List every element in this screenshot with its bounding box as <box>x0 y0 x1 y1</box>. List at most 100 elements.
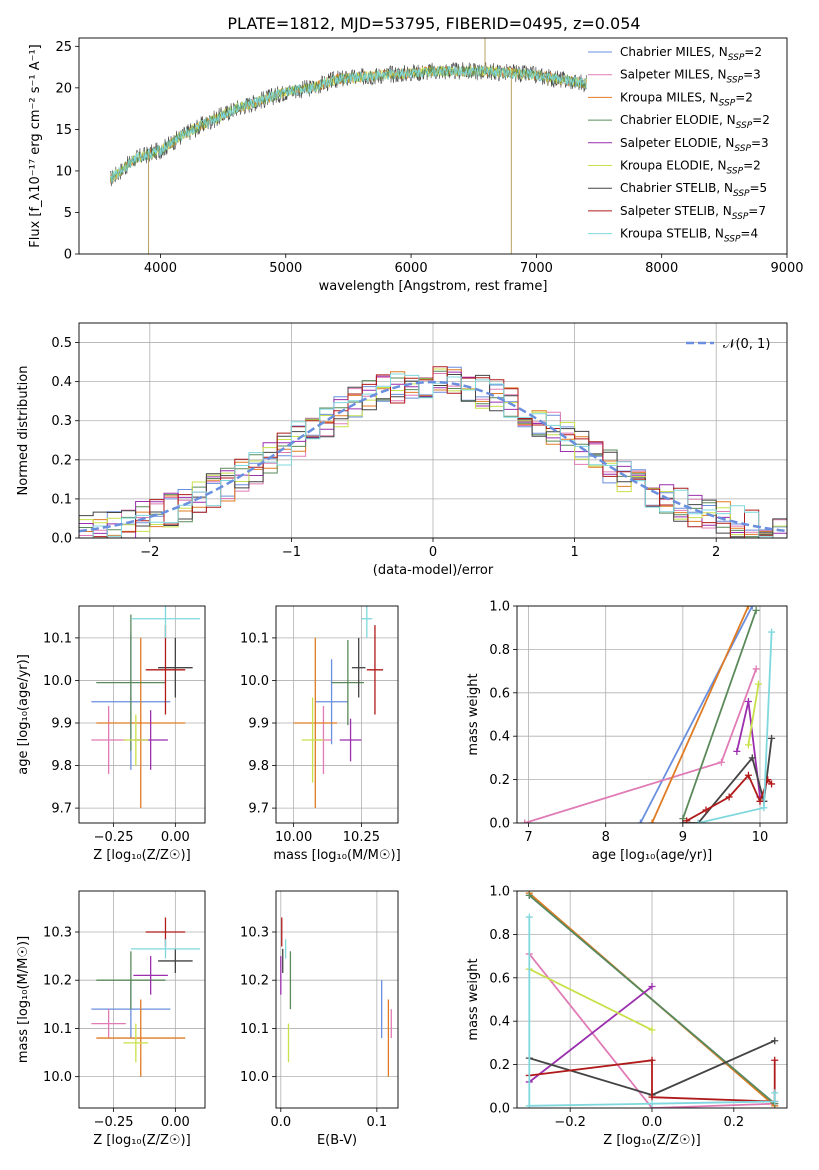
y-tick-label: 0.8 <box>489 643 510 658</box>
weight-marker <box>771 1097 779 1105</box>
axes-frame <box>78 605 206 824</box>
weight-marker <box>702 806 710 814</box>
legend-subscript: SSP <box>733 189 750 199</box>
y-tick-label: 0.6 <box>489 686 510 701</box>
spectrum-line <box>110 65 587 182</box>
weight-marker <box>694 819 702 823</box>
legend-entry: 𝒩(0, 1) <box>723 337 770 352</box>
x-tick-label: 10.00 <box>275 830 312 845</box>
weight-marker <box>760 804 768 812</box>
y-tick-label: 0.1 <box>51 492 72 507</box>
y-tick-label: 0.0 <box>489 1102 510 1117</box>
y-tick-label: 10.1 <box>43 631 72 646</box>
y-tick-label: 1.0 <box>489 600 510 615</box>
x-tick-label: 10 <box>752 830 769 845</box>
legend-subscript: SSP <box>727 167 744 177</box>
axes-frame <box>275 605 399 824</box>
x-axis-label: age [log₁₀(age/yr)] <box>592 848 713 863</box>
legend-nssp: =3 <box>743 68 761 82</box>
y-tick-label: 10.1 <box>240 1022 269 1037</box>
plot-area <box>110 38 587 254</box>
y-tick-label: 0.0 <box>489 817 510 832</box>
weight-marker <box>771 1056 779 1064</box>
legend-entry: Chabrier STELIB, NSSP=5 <box>620 181 767 199</box>
y-tick-label: 0.4 <box>489 730 510 745</box>
x-tick-label: 0.0 <box>270 1115 291 1130</box>
figure-title: PLATE=1812, MJD=53795, FIBERID=0495, z=0… <box>227 14 640 33</box>
weight-marker <box>744 697 752 705</box>
legend-subscript: SSP <box>719 98 736 108</box>
legend-nssp: =2 <box>743 159 761 173</box>
x-axis-label: Z [log₁₀(Z/Z☉)] <box>93 848 190 863</box>
normal-curve <box>79 380 787 533</box>
y-tick-label: 10.1 <box>43 1022 72 1037</box>
legend-entry: Chabrier MILES, NSSP=2 <box>620 45 762 63</box>
weight-marker <box>768 628 776 636</box>
x-tick-label: 2 <box>712 545 720 560</box>
age-vs-z-panel: −0.25 0.00 9.7 9.8 9.9 10.0 10.1 Z [log₁₀(Z/Z☉)… <box>16 605 206 863</box>
x-axis-label: (data-model)/error <box>373 563 494 578</box>
y-axis-label: Normed distribution <box>16 366 31 496</box>
weight-marker <box>525 913 533 921</box>
y-tick-label: 25 <box>55 40 72 55</box>
weight-marker <box>756 797 764 805</box>
plot-area <box>79 366 787 538</box>
x-tick-label: 0.00 <box>161 830 190 845</box>
legend-nssp: =7 <box>748 204 766 218</box>
legend-subscript: SSP <box>736 121 753 131</box>
y-tick-label: 10.2 <box>43 974 72 989</box>
weight-marker <box>648 982 656 990</box>
y-tick-label: 0.2 <box>51 453 72 468</box>
legend-entry: Kroupa MILES, NSSP=2 <box>620 90 753 108</box>
weight-marker <box>648 1056 656 1064</box>
legend-nssp: =5 <box>750 181 768 195</box>
age-vs-mass-panel: 10.00 10.25 9.7 9.8 9.9 10.0 10.1 mass [log₁₀(M… <box>240 605 401 863</box>
y-tick-label: 15 <box>55 123 72 138</box>
weight-marker <box>525 1102 533 1108</box>
plot-area <box>521 606 776 823</box>
histogram-step <box>79 366 787 538</box>
y-tick-label: 10.0 <box>43 1070 72 1085</box>
weight-marker <box>768 780 776 788</box>
weight-marker <box>771 1089 779 1097</box>
y-tick-label: 0.4 <box>51 375 72 390</box>
weight-marker <box>744 741 752 749</box>
weight-marker <box>752 606 760 614</box>
y-tick-label: 10.1 <box>240 631 269 646</box>
y-tick-label: 9.8 <box>51 759 72 774</box>
weight-marker <box>771 1037 779 1045</box>
y-axis-label: mass weight <box>466 958 481 1040</box>
weight-marker <box>636 819 644 823</box>
legend-subscript: SSP <box>732 212 749 222</box>
y-tick-label: 9.9 <box>51 717 72 732</box>
legend-entry: Salpeter STELIB, NSSP=7 <box>620 204 766 222</box>
y-tick-label: 0.6 <box>489 971 510 986</box>
weight-line <box>682 610 757 819</box>
x-tick-label: 7 <box>524 830 532 845</box>
y-tick-label: 20 <box>55 81 72 96</box>
y-tick-label: 5 <box>64 206 72 221</box>
y-tick-label: 0.5 <box>51 336 72 351</box>
y-tick-label: 9.9 <box>248 717 269 732</box>
x-tick-label: 8 <box>602 830 610 845</box>
weight-marker <box>648 1093 656 1101</box>
legend-entry: Salpeter MILES, NSSP=3 <box>620 68 761 86</box>
spectrum-line <box>110 65 587 184</box>
x-tick-label: 5000 <box>269 261 302 276</box>
plot-area <box>280 917 392 1077</box>
weight-line <box>528 953 775 1108</box>
spectrum-line <box>110 65 587 183</box>
weight-line <box>524 668 757 823</box>
x-tick-label: 0.0 <box>642 1115 663 1130</box>
axes-frame <box>516 890 788 1109</box>
y-tick-label: 10.0 <box>240 1070 269 1085</box>
legend-nssp: =2 <box>735 90 753 104</box>
plot-area <box>91 917 201 1077</box>
legend-nssp: =4 <box>740 227 758 241</box>
x-tick-label: 0.2 <box>723 1115 744 1130</box>
weight-marker <box>754 680 762 688</box>
y-tick-label: 10 <box>55 164 72 179</box>
weight-marker <box>679 819 687 823</box>
legend-subscript: SSP <box>724 235 741 245</box>
x-tick-label: 9000 <box>770 261 803 276</box>
